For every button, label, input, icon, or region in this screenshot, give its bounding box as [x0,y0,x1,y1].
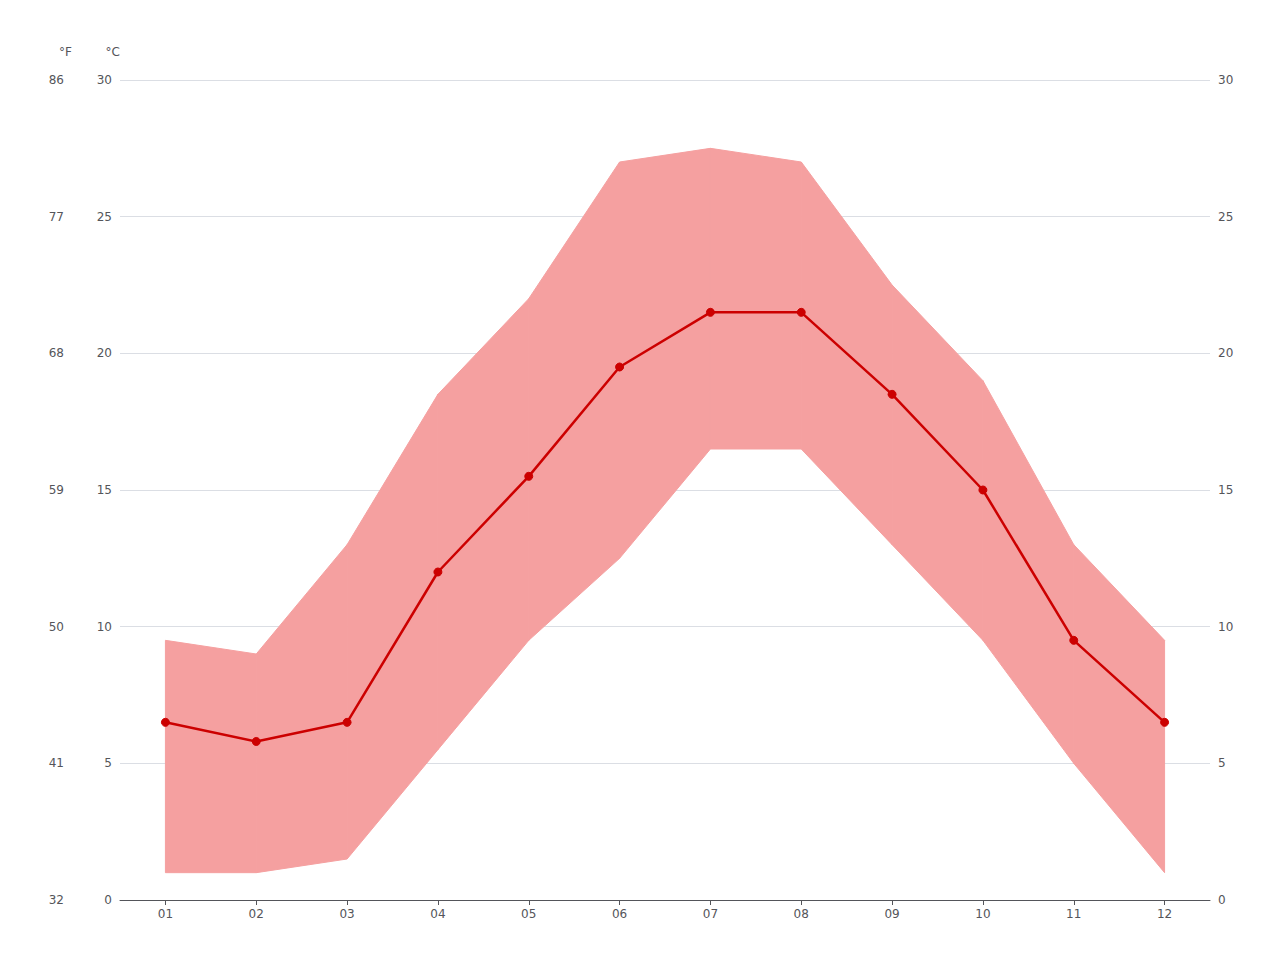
svg-text:5: 5 [1218,756,1226,770]
svg-text:15: 15 [97,483,112,497]
svg-text:0: 0 [104,893,112,907]
svg-text:86: 86 [49,73,64,87]
svg-text:°C: °C [106,45,120,59]
svg-text:68: 68 [49,346,64,360]
svg-text:50: 50 [49,620,64,634]
svg-text:32: 32 [49,893,64,907]
svg-text:41: 41 [49,756,64,770]
svg-text:07: 07 [703,907,718,921]
svg-text:10: 10 [975,907,990,921]
svg-text:15: 15 [1218,483,1233,497]
svg-text:05: 05 [521,907,536,921]
svg-text:10: 10 [97,620,112,634]
svg-text:30: 30 [1218,73,1233,87]
svg-text:0: 0 [1218,893,1226,907]
svg-text:5: 5 [104,756,112,770]
svg-text:08: 08 [794,907,809,921]
svg-text:25: 25 [1218,210,1233,224]
svg-text:25: 25 [97,210,112,224]
svg-text:10: 10 [1218,620,1233,634]
svg-text:02: 02 [249,907,264,921]
svg-text:09: 09 [884,907,899,921]
svg-text:04: 04 [430,907,445,921]
svg-text:59: 59 [49,483,64,497]
svg-text:11: 11 [1066,907,1081,921]
svg-text:77: 77 [49,210,64,224]
svg-text:20: 20 [97,346,112,360]
svg-text:06: 06 [612,907,627,921]
svg-text:03: 03 [339,907,354,921]
svg-text:12: 12 [1157,907,1172,921]
svg-text:30: 30 [97,73,112,87]
svg-text:°F: °F [59,45,72,59]
svg-text:01: 01 [158,907,173,921]
svg-text:20: 20 [1218,346,1233,360]
